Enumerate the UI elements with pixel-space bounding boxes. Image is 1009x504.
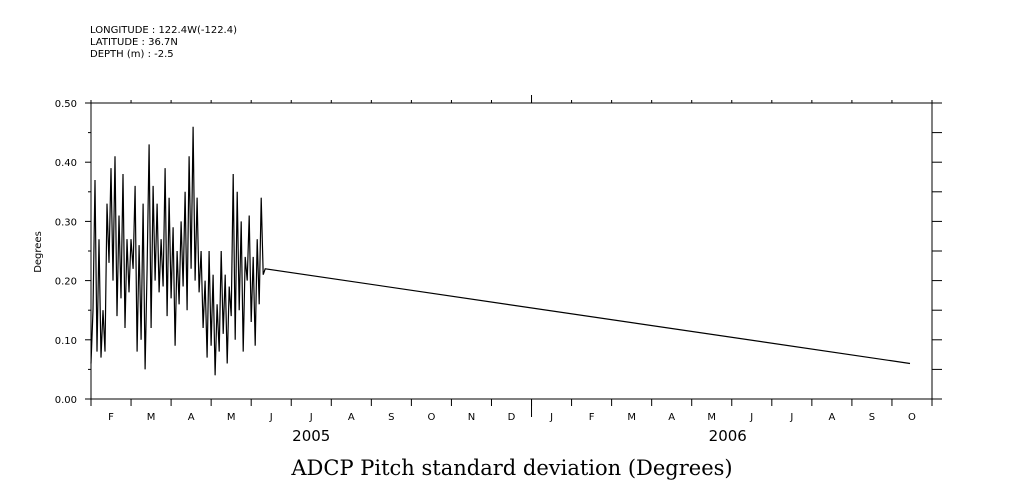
depth-label: DEPTH (m) : -2.5	[90, 49, 174, 60]
x-month-label: D	[508, 412, 516, 423]
y-tick-label: 0.20	[55, 277, 77, 288]
x-month-label: M	[227, 412, 236, 423]
y-axis-label: Degrees	[33, 231, 44, 273]
x-month-label: J	[789, 412, 793, 423]
longitude-label: LONGITUDE : 122.4W(-122.4)	[90, 25, 237, 36]
x-year-label: 2006	[709, 427, 747, 445]
series-line	[90, 126, 911, 376]
x-month-label: M	[707, 412, 716, 423]
x-axis: F M A M J J A S O N D J F M A M J J A S O 2005 2006	[90, 95, 933, 445]
y-axis: 0.00 0.10 0.20 0.30 0.40 0.50	[55, 99, 942, 406]
plot-frame	[90, 102, 933, 400]
y-tick-label: 0.00	[55, 395, 77, 406]
x-month-label: J	[549, 412, 553, 423]
x-year-label: 2005	[292, 427, 330, 445]
x-month-label: A	[668, 412, 675, 423]
y-tick-label: 0.30	[55, 217, 77, 228]
series-layer	[90, 126, 911, 376]
y-tick-label: 0.40	[55, 158, 77, 169]
x-month-label: S	[869, 412, 875, 423]
y-tick-label: 0.10	[55, 336, 77, 347]
x-month-label: A	[828, 412, 835, 423]
chart-title: ADCP Pitch standard deviation (Degrees)	[290, 456, 732, 480]
x-month-label: A	[188, 412, 195, 423]
x-month-label: J	[309, 412, 313, 423]
x-month-label: O	[908, 412, 916, 423]
x-month-label: M	[147, 412, 156, 423]
x-month-label: J	[749, 412, 753, 423]
x-month-label: F	[589, 412, 595, 423]
x-month-label: N	[468, 412, 475, 423]
y-tick-label: 0.50	[55, 99, 77, 110]
x-month-label: S	[388, 412, 394, 423]
x-month-label: O	[427, 412, 435, 423]
latitude-label: LATITUDE : 36.7N	[90, 37, 178, 48]
x-month-label: J	[269, 412, 273, 423]
x-month-label: F	[108, 412, 114, 423]
x-month-label: A	[348, 412, 355, 423]
x-month-label: M	[627, 412, 636, 423]
